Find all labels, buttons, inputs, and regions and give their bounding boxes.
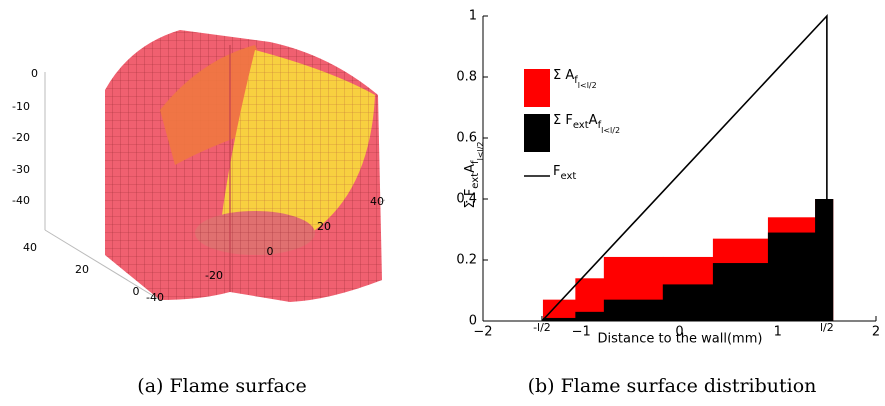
x-tick-label: l/2	[820, 321, 834, 334]
y-axis-label-part: ext	[470, 173, 481, 189]
x-tick-label: 40	[370, 195, 384, 208]
z-tick-label: -10	[12, 100, 30, 113]
z-tick-label: -30	[12, 163, 30, 176]
z-tick-label: -40	[12, 194, 30, 207]
y-axis-label-part: f	[470, 160, 481, 164]
x-tick-label: 20	[317, 220, 331, 233]
y-tick-label: 0.6	[456, 131, 477, 146]
x-tick-label: -20	[205, 269, 223, 282]
y-tick-label: 20	[75, 263, 89, 276]
y-axis-label-part: A	[463, 164, 478, 173]
legend-label-part: A	[589, 113, 598, 128]
legend-label-part: f	[574, 75, 578, 86]
step-bar	[542, 317, 576, 321]
caption: (a) Flame surface	[137, 375, 306, 397]
x-tick-label: 2	[872, 325, 880, 340]
y-tick-label: 0.8	[456, 70, 477, 85]
legend-label-part: ext	[560, 171, 576, 182]
x-tick-label: 1	[774, 325, 782, 340]
y-tick-label: 0	[469, 314, 477, 329]
y-axis-label-part: l<l/2	[476, 141, 485, 160]
z-tick-label: 0	[31, 67, 38, 80]
step-bar	[767, 232, 816, 321]
surface-render	[44, 30, 386, 302]
z-tick-label: -20	[12, 131, 30, 144]
step-bar	[712, 263, 769, 321]
legend-label-part: l<l/2	[601, 126, 620, 135]
legend-label-part: Σ F	[553, 113, 573, 128]
panel-a: 0 -10 -20 -30 -40 40 20 0 40 20 0 -20 -40 (a) Flame s…	[12, 67, 384, 397]
y-tick-label: 40	[23, 241, 37, 254]
x-axis-label: Distance to the wall(mm)	[598, 332, 763, 347]
legend-label-part: f	[598, 120, 602, 131]
x-tick-label: 0	[675, 325, 683, 340]
legend-label: Σ FextAfl<l/2	[553, 113, 620, 135]
step-bar	[815, 199, 834, 321]
y-axis-label-part: Σ F	[463, 189, 478, 209]
legend-swatch	[524, 114, 550, 152]
step-bar	[603, 299, 664, 321]
legend-label-part: Σ A	[553, 68, 574, 83]
x-tick-label: 0	[267, 245, 274, 258]
step-bar	[575, 311, 605, 321]
x-tick-label: −2	[473, 325, 492, 340]
y-tick-label: 0.2	[456, 253, 477, 268]
x-tick-label: -l/2	[533, 321, 551, 334]
x-tick-label: -40	[146, 291, 164, 304]
legend-label-part: l<l/2	[578, 81, 597, 90]
legend-label: Fext	[553, 164, 576, 183]
y-axis-label: Σ FextAfl<l/2	[463, 141, 485, 208]
panel-b: 0 0.2 0.4 0.6 0.8 1 −2 -l/2 −1 0 1 l/2 2 Distance to …	[456, 9, 880, 398]
caption: (b) Flame surface distribution	[528, 375, 817, 397]
y-tick-label: 0	[133, 285, 140, 298]
x-tick-label: −1	[572, 325, 591, 340]
legend-swatch	[524, 69, 550, 107]
legend-label-part: ext	[573, 120, 589, 131]
legend-label-part: F	[553, 164, 560, 179]
step-bar	[662, 284, 714, 321]
step-bar	[542, 299, 576, 321]
y-tick-label: 0.4	[456, 192, 477, 207]
y-tick-label: 1	[469, 9, 477, 24]
legend-label: Σ Afl<l/2	[553, 68, 597, 90]
fext-line	[541, 13, 828, 322]
